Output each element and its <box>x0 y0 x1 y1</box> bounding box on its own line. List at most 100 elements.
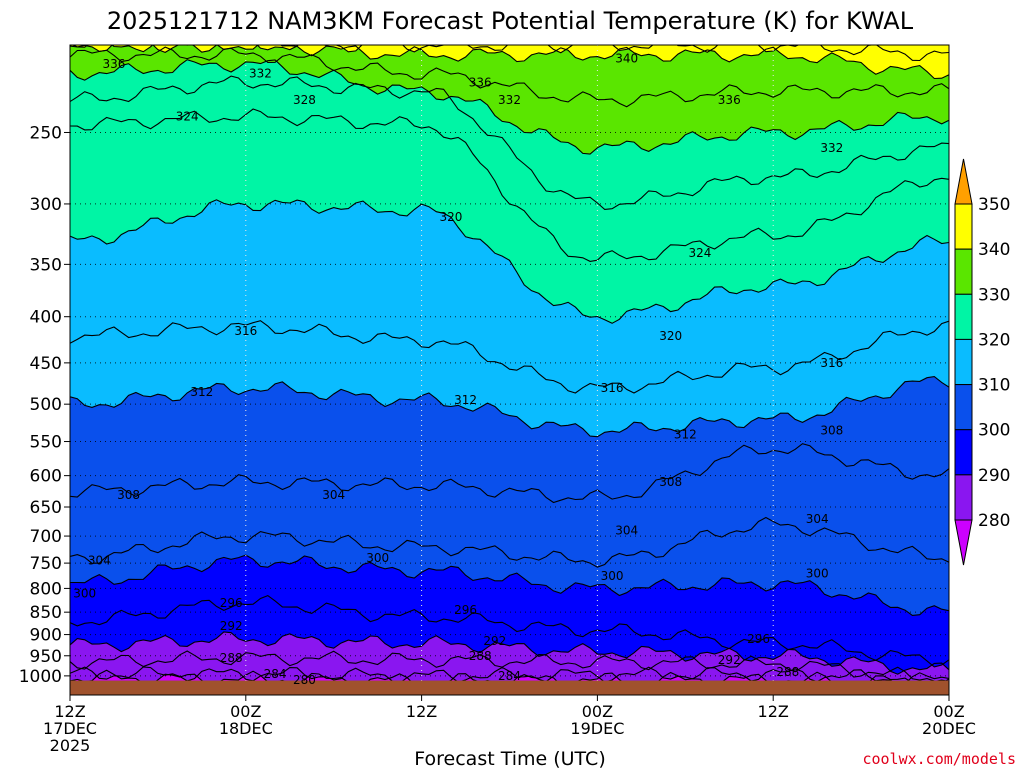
isentrope-328 <box>70 75 949 210</box>
contour-label-316: 316 <box>820 356 843 370</box>
contour-label-text: 308 <box>659 475 682 489</box>
x-tick-label: 20DEC <box>922 719 976 738</box>
isentrope-308 <box>70 443 949 504</box>
contour-label-text: 288 <box>220 651 243 665</box>
x-tick-label: 12Z <box>758 702 789 721</box>
x-axis-label: Forecast Time (UTC) <box>414 748 605 768</box>
y-tick-label: 550 <box>30 433 62 453</box>
contour-label-text: 308 <box>820 424 843 438</box>
contour-label-text: 332 <box>820 141 843 155</box>
contour-label-288: 288 <box>776 665 799 679</box>
contour-label-text: 296 <box>220 596 243 610</box>
contour-label-text: 336 <box>102 57 125 71</box>
contour-label-text: 300 <box>366 551 389 565</box>
contour-label-320: 320 <box>439 210 462 224</box>
contour-label-text: 336 <box>718 93 741 107</box>
x-tick-label: 12Z <box>406 702 437 721</box>
plot-area: 336 332 328 324 340 336 332 336 332 320 324 316 320 3… <box>70 45 949 695</box>
colorbar-min-arrow <box>954 519 973 566</box>
contour-label-288: 288 <box>220 651 243 665</box>
contour-label-text: 316 <box>820 356 843 370</box>
contour-label-336: 336 <box>718 93 741 107</box>
contour-label-284: 284 <box>264 667 287 681</box>
contour-label-284: 284 <box>498 669 521 683</box>
isentrope-324 <box>70 108 949 262</box>
x-tick-label: 00Z <box>230 702 261 721</box>
y-tick-label: 300 <box>30 195 62 215</box>
x-tick-label: 00Z <box>582 702 613 721</box>
contour-label-296: 296 <box>454 603 477 617</box>
colorbar-swatch <box>954 474 973 521</box>
x-tick-label: 12Z <box>54 702 85 721</box>
colorbar-label: 280 <box>978 511 1010 531</box>
contour-label-text: 316 <box>234 324 257 338</box>
y-tick-label: 500 <box>30 395 62 415</box>
isentrope-296 <box>70 594 949 668</box>
contour-label-text: 308 <box>117 488 140 502</box>
contour-label-300: 300 <box>73 586 96 600</box>
y-tick-label: 850 <box>30 603 62 623</box>
x-tick-label: 2025 <box>50 736 91 755</box>
y-axis: 250 300 350 400 450 500 550 600 650 700 750 800 850 9… <box>19 123 70 687</box>
contour-label-332: 332 <box>249 66 272 80</box>
y-tick-label: 700 <box>30 527 62 547</box>
isentrope-312 <box>70 376 949 438</box>
y-tick-label: 450 <box>30 354 62 374</box>
contour-label-308: 308 <box>659 475 682 489</box>
contour-label-332: 332 <box>820 141 843 155</box>
contour-label-text: 312 <box>454 393 477 407</box>
isentrope-336 <box>70 46 949 108</box>
contour-label-text: 284 <box>264 667 287 681</box>
contour-label-text: 288 <box>469 649 492 663</box>
fill-band-344 <box>70 45 949 61</box>
y-tick-label: 750 <box>30 554 62 574</box>
isentrope-300 <box>70 554 949 616</box>
y-tick-label: 250 <box>30 123 62 143</box>
credit-text[interactable]: coolwx.com/models <box>862 750 1016 768</box>
contour-label-308: 308 <box>117 488 140 502</box>
contour-label-text: 300 <box>806 566 829 580</box>
contour-label-340: 340 <box>615 51 638 65</box>
isentrope-340 <box>71 45 949 80</box>
contour-label-text: 304 <box>322 488 345 502</box>
contour-label-316: 316 <box>601 381 624 395</box>
contour-label-280: 280 <box>293 673 316 687</box>
contour-label-text: 292 <box>483 634 506 648</box>
isentrope-288 <box>70 650 949 685</box>
contour-label-292: 292 <box>483 634 506 648</box>
colorbar-swatch <box>954 338 973 386</box>
colorbar-label: 350 <box>978 195 1010 215</box>
contour-label-312: 312 <box>190 385 213 399</box>
colorbar-swatch <box>954 248 973 295</box>
y-tick-label: 1000 <box>19 667 62 687</box>
y-tick-label: 400 <box>30 308 62 328</box>
contour-label-312: 312 <box>454 393 477 407</box>
colorbar-swatch <box>954 384 973 431</box>
x-tick-label: 18DEC <box>219 719 273 738</box>
colorbar: 350 340 330 320 310 300 290 280 <box>954 158 1010 566</box>
y-tick-label: 600 <box>30 467 62 487</box>
x-tick-label: 19DEC <box>570 719 624 738</box>
contour-label-text: 320 <box>439 210 462 224</box>
colorbar-max-arrow <box>954 158 973 205</box>
contour-label-288: 288 <box>469 649 492 663</box>
contour-label-304: 304 <box>615 523 638 537</box>
contour-label-304: 304 <box>322 488 345 502</box>
colorbar-label: 310 <box>978 376 1010 396</box>
contour-label-text: 292 <box>220 619 243 633</box>
contour-label-text: 304 <box>806 512 829 526</box>
isentrope-304 <box>70 516 949 568</box>
colorbar-label: 330 <box>978 285 1010 305</box>
contour-label-text: 296 <box>747 632 770 646</box>
x-tick-label: 00Z <box>933 702 964 721</box>
contour-label-text: 328 <box>293 93 316 107</box>
y-tick-label: 350 <box>30 255 62 275</box>
contour-label-336: 336 <box>102 57 125 71</box>
y-tick-label: 950 <box>30 647 62 667</box>
isentrope-316 <box>70 320 949 394</box>
colorbar-swatch <box>954 429 973 476</box>
y-tick-label: 900 <box>30 626 62 646</box>
contour-label-300: 300 <box>806 566 829 580</box>
